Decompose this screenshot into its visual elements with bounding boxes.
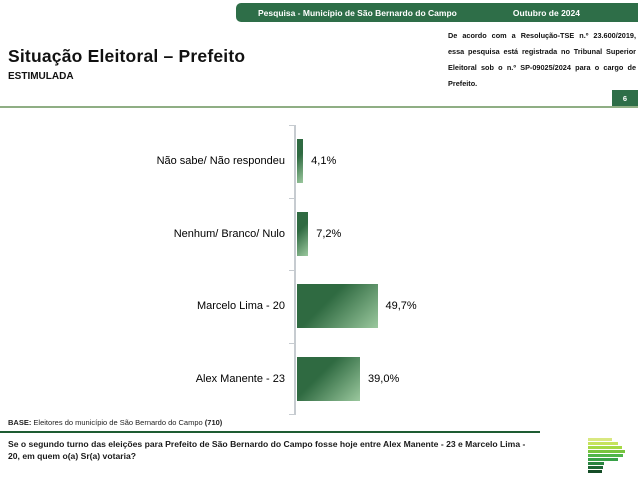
chart-base-note: BASE: Eleitores do município de São Bern… [8,418,222,427]
base-prefix: BASE: [8,418,32,427]
page-number-badge: 6 [612,90,638,107]
parana-pesquisas-logo [588,438,628,474]
chart-row: Não sabe/ Não respondeu 4,1% [0,125,638,198]
banner-survey-title: Pesquisa - Município de São Bernardo do … [258,7,457,18]
header-banner: Pesquisa - Município de São Bernardo do … [236,3,638,22]
axis-tick [289,125,295,126]
bar-chart: Não sabe/ Não respondeu 4,1% Nenhum/ Branc… [0,125,638,415]
axis-tick [289,197,295,199]
base-count: (710) [204,418,223,427]
survey-question: Se o segundo turno das eleições para Pre… [8,439,526,461]
bar [296,356,361,401]
category-label: Nenhum/ Branco/ Nulo [173,227,285,240]
value-label: 4,1% [311,155,337,168]
axis-tick [289,270,295,271]
bar [296,284,378,329]
axis-tick [289,414,295,415]
bar [296,211,309,256]
logo-stripe [588,450,625,453]
page-title: Situação Eleitoral – Prefeito [8,46,246,66]
bar [296,139,304,184]
logo-stripe [588,446,622,449]
logo-stripe [588,458,618,461]
chart-row: Nenhum/ Branco/ Nulo 7,2% [0,198,638,271]
logo-stripe [588,470,602,473]
logo-stripe [588,466,603,469]
header-divider [0,106,638,108]
chart-row: Marcelo Lima - 20 49,7% [0,270,638,343]
logo-stripe [588,454,623,457]
value-label: 7,2% [316,227,342,240]
value-label: 49,7% [385,300,417,313]
category-label: Não sabe/ Não respondeu [156,155,285,168]
category-label: Alex Manente - 23 [195,372,285,385]
category-label: Marcelo Lima - 20 [196,300,285,313]
axis-tick [289,342,295,344]
banner-date: Outubro de 2024 [512,7,580,18]
logo-stripe [588,442,618,445]
logo-stripe [588,438,612,441]
footer-divider [0,431,540,433]
value-label: 39,0% [368,372,400,385]
legal-registration-text: De acordo com a Resolução-TSE n.º 23.600… [448,31,636,88]
chart-row: Alex Manente - 23 39,0% [0,343,638,416]
base-text: Eleitores do município de São Bernardo d… [31,418,205,427]
logo-stripe [588,462,604,465]
page-subtitle: ESTIMULADA [8,71,74,82]
